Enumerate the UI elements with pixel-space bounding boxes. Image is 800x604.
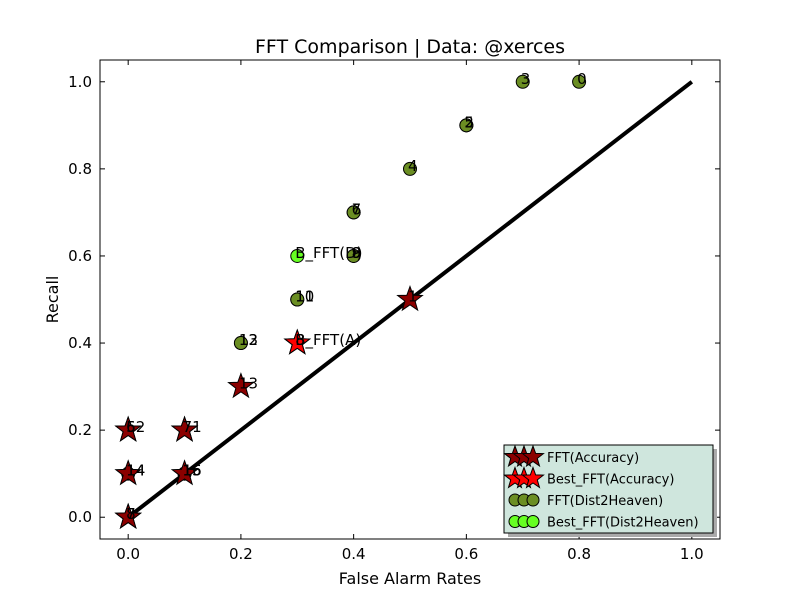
axes-frame <box>99 59 721 540</box>
point-label: 8 <box>295 331 305 349</box>
point-label: 7 <box>126 505 136 523</box>
point-label: 5 <box>464 113 474 131</box>
point-label: 14 <box>126 462 145 480</box>
point-label: 1 <box>408 288 418 306</box>
data-point-star <box>396 285 424 312</box>
legend-label: Best_FFT(Dist2Heaven) <box>547 516 699 531</box>
y-tick-label: 0.4 <box>68 334 92 352</box>
point-label: 11 <box>295 288 314 306</box>
legend-label: FFT(Dist2Heaven) <box>547 494 663 509</box>
legend-marker-circle <box>526 515 540 528</box>
y-axis-label: Recall <box>43 276 62 324</box>
legend-label: FFT(Accuracy) <box>547 451 639 466</box>
data-point-circle <box>290 248 305 263</box>
point-label: 6 <box>126 418 136 436</box>
data-point-circle <box>290 292 305 307</box>
y-tick-label: 0.2 <box>68 421 92 439</box>
x-tick-label: 0.8 <box>567 545 591 563</box>
data-point-star <box>114 502 142 529</box>
point-labels: B_FFT(A) <box>295 331 361 350</box>
point-label: 6 <box>352 200 362 218</box>
y-tick-label: 0.8 <box>68 160 92 178</box>
point-label: B_FFT(A) <box>295 331 361 350</box>
data-point-circle <box>346 248 361 263</box>
legend-marker-circle <box>526 493 540 507</box>
legend-item: FFT(Dist2Heaven) <box>508 493 663 509</box>
legend-item: FFT(Accuracy) <box>503 444 639 468</box>
data-point-star <box>170 415 199 442</box>
x-tick-label: 1.0 <box>680 545 704 563</box>
point-label: 7 <box>352 200 362 218</box>
data-point-circle <box>346 205 361 220</box>
point-label: 15 <box>183 462 202 480</box>
data-point-star <box>283 328 312 355</box>
chart-title: FFT Comparison | Data: @xerces <box>255 36 565 58</box>
y-tick-label: 0.0 <box>68 508 92 526</box>
y-tick-label: 1.0 <box>68 73 92 91</box>
point-label: 10 <box>295 288 314 306</box>
legend-item: Best_FFT(Accuracy) <box>503 466 674 489</box>
data-point-star <box>227 372 255 399</box>
ticks: 0.0 0.2 0.4 0.6 0.8 1.0 0.0 0.2 0.4 0.6 0.8 1.0 <box>68 60 720 563</box>
point-label: 71 <box>183 418 202 436</box>
data-point-circle <box>572 74 587 89</box>
point-label: 8 <box>352 244 362 262</box>
legend: FFT(Accuracy) Best_FFT(Accuracy) FFT(Dist2… <box>503 444 717 537</box>
point-label: 3 <box>521 70 531 88</box>
point-label: 0 <box>577 70 587 88</box>
data-point-circle <box>403 161 417 176</box>
point-label: 4 <box>408 157 418 175</box>
legend-item: Best_FFT(Dist2Heaven) <box>508 515 699 531</box>
data-point-star <box>170 459 199 486</box>
data-point-star <box>114 459 142 486</box>
point-labels: B_FFT(D) <box>295 244 362 263</box>
point-label: 13 <box>239 331 258 349</box>
x-tick-label: 0.2 <box>229 545 253 563</box>
point-label: 13 <box>239 375 258 393</box>
series-best-fft-accuracy <box>283 328 312 355</box>
point-label: 52 <box>126 418 145 436</box>
legend-marker-star <box>521 444 545 468</box>
point-label: 8 <box>126 505 136 523</box>
point-label: 7 <box>183 418 193 436</box>
data-point-circle <box>233 336 248 351</box>
data-point-circle <box>515 74 530 89</box>
x-tick-label: 0.0 <box>116 545 140 563</box>
point-label: 16 <box>183 462 202 480</box>
y-tick-label: 0.6 <box>68 247 92 265</box>
x-tick-label: 0.6 <box>454 545 478 563</box>
data-point-star <box>114 415 142 442</box>
legend-marker-star <box>521 466 545 489</box>
point-label: 2 <box>464 113 474 131</box>
x-tick-label: 0.4 <box>342 545 366 563</box>
point-label: B_FFT(D) <box>295 244 362 263</box>
series-best-fft-dist2heaven <box>290 248 305 263</box>
legend-box <box>503 444 714 534</box>
point-label: 15 <box>183 462 202 480</box>
data-point-circle <box>459 118 474 133</box>
x-axis-label: False Alarm Rates <box>339 569 481 588</box>
point-label: 12 <box>239 331 258 349</box>
point-label: 9 <box>352 244 362 262</box>
point-label: 14 <box>126 462 145 480</box>
legend-label: Best_FFT(Accuracy) <box>547 473 674 488</box>
